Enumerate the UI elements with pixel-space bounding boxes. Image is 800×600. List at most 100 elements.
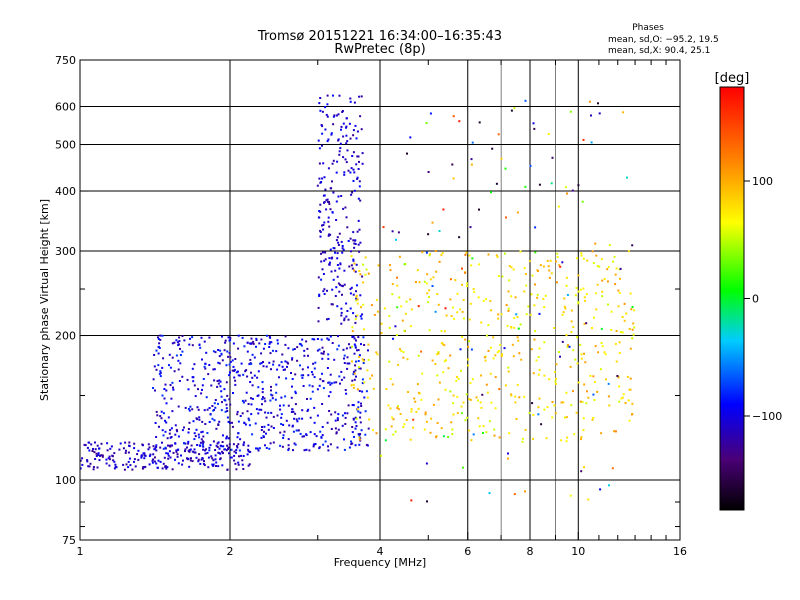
data-point [160,417,163,420]
data-point [177,359,180,362]
data-point [619,267,622,270]
data-point [220,390,223,393]
data-point [389,269,392,272]
data-point [338,150,341,153]
data-point [575,287,578,289]
data-point [443,330,446,333]
data-point [318,348,321,351]
data-point [565,276,568,279]
data-point [94,458,97,460]
data-point [538,312,541,315]
data-point [534,330,536,333]
data-point [440,254,443,257]
data-point [337,195,340,198]
data-point [356,230,359,233]
data-point [152,387,154,389]
data-point [260,362,263,365]
data-point [528,411,531,414]
data-point [94,448,97,451]
data-point [453,317,456,320]
data-point [350,193,353,196]
data-point [191,344,194,347]
data-point [193,438,196,441]
data-point [242,468,245,470]
data-point [258,408,261,411]
data-point [313,367,316,370]
data-point [330,133,333,136]
data-point [348,265,351,268]
data-point [128,444,130,447]
data-point [239,438,242,441]
data-point [318,295,321,297]
data-point [571,189,574,192]
data-point [356,388,359,391]
data-point [435,436,437,439]
data-point [388,360,391,363]
data-point [171,342,174,345]
data-point [507,452,509,455]
y-tick-label: 500 [55,139,76,152]
data-point [524,490,526,493]
data-point [363,396,366,399]
data-point [323,350,325,353]
data-point [208,336,211,339]
data-point [170,436,173,438]
data-point [464,338,467,341]
data-point [236,410,239,413]
data-point [241,412,244,415]
data-point [586,259,589,262]
data-point [147,448,150,451]
data-point [317,139,320,142]
data-point [436,374,439,377]
data-point [320,278,323,281]
data-point [124,451,127,454]
data-point [618,341,621,344]
data-point [556,281,558,284]
data-point [516,211,519,214]
data-point [260,352,263,355]
data-point [345,161,348,164]
data-point [469,226,472,229]
data-point [612,260,615,263]
data-point [331,342,334,344]
data-point [148,446,151,449]
data-point [282,437,285,439]
data-point [405,300,408,303]
data-point [493,434,496,437]
data-point [212,368,215,371]
data-point [242,455,245,457]
data-point [391,383,394,386]
data-point [124,441,127,444]
data-point [307,366,309,369]
data-point [344,423,347,425]
data-point [250,371,252,374]
data-point [373,313,376,316]
data-point [334,295,337,297]
data-point [90,443,93,446]
data-point [587,396,590,399]
data-point [319,181,322,184]
data-point [542,297,545,300]
data-point [319,109,322,112]
data-point [326,115,329,118]
data-point [88,449,91,452]
data-point [464,419,467,422]
data-point [236,446,239,449]
data-point [597,351,600,354]
data-point [294,373,297,376]
data-point [418,281,421,284]
data-point [264,343,267,345]
data-point [318,210,321,212]
data-point [276,339,279,342]
data-point [352,231,355,234]
data-point [608,244,611,247]
data-point [216,385,219,388]
data-point [582,429,585,432]
data-point [485,334,488,337]
data-point [187,388,190,391]
data-point [327,395,330,398]
data-point [462,317,465,320]
data-point [152,453,155,456]
data-point [282,404,285,407]
data-point [336,348,339,351]
